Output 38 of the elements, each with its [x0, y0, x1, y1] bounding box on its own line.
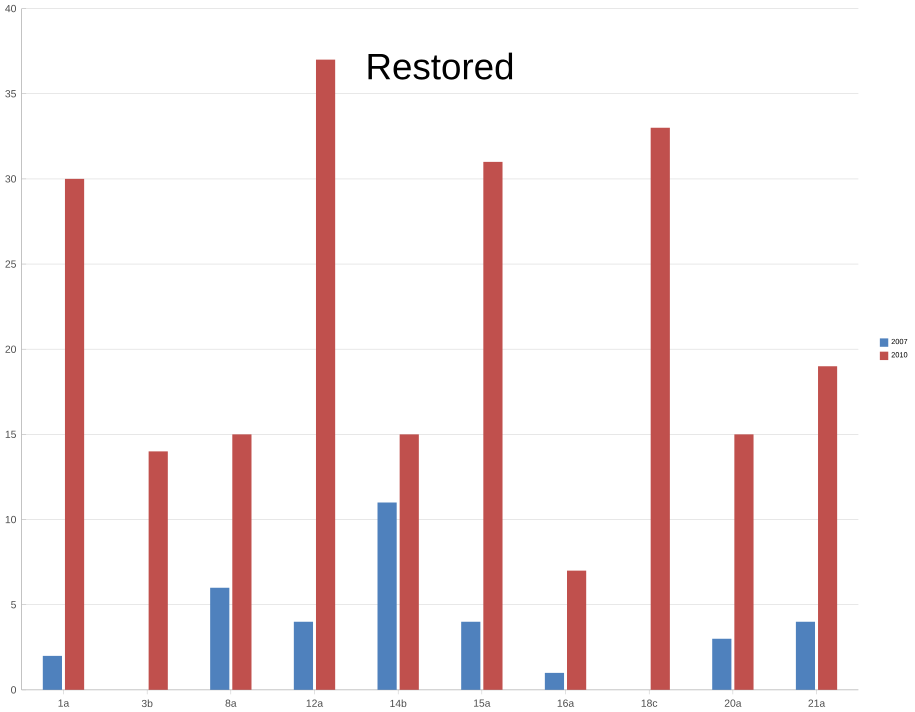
x-tick-label: 12a [306, 700, 324, 707]
bar [148, 451, 168, 690]
x-tick-label: 16a [558, 700, 574, 707]
bar [483, 162, 503, 690]
x-tick-label: 21a [808, 700, 826, 707]
y-tick-label: 30 [5, 175, 16, 183]
x-tick-label: 3b [142, 700, 152, 708]
y-tick-label: 25 [5, 260, 16, 268]
bar [316, 60, 336, 690]
x-tick-label: 20a [724, 700, 742, 707]
x-tick-label: 14b [390, 700, 406, 708]
x-tick-label: 8a [226, 700, 237, 707]
y-tick-label: 5 [11, 601, 16, 608]
bar [734, 434, 754, 690]
bar [232, 434, 252, 690]
y-tick-label: 0 [11, 686, 16, 694]
bar [567, 570, 586, 690]
bar [650, 128, 670, 690]
bar [64, 178, 84, 690]
bar [796, 622, 816, 690]
y-tick-label: 15 [6, 430, 16, 438]
text: Restored [368, 52, 512, 80]
bar [294, 622, 314, 690]
bar [400, 434, 419, 690]
x-tick-label: 18c [642, 700, 658, 707]
bar [210, 588, 230, 690]
y-tick-label: 20 [5, 346, 16, 353]
bar [461, 622, 480, 690]
bar [42, 656, 62, 690]
y-tick-label: 10 [6, 516, 16, 524]
bar [378, 502, 397, 690]
y-tick-label: 40 [5, 4, 16, 12]
bar [544, 672, 564, 690]
x-tick-label: 15a [474, 700, 490, 707]
bar [818, 366, 838, 690]
x-tick-label: 1a [58, 700, 70, 707]
y-tick-label: 35 [5, 90, 16, 98]
bar [712, 638, 732, 690]
